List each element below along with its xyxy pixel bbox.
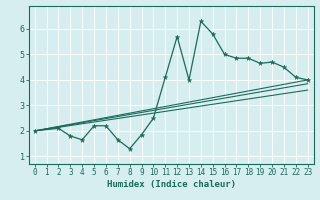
X-axis label: Humidex (Indice chaleur): Humidex (Indice chaleur) <box>107 180 236 189</box>
